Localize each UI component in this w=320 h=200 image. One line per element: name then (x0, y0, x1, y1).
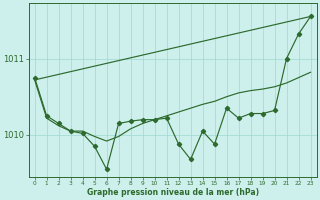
X-axis label: Graphe pression niveau de la mer (hPa): Graphe pression niveau de la mer (hPa) (86, 188, 259, 197)
